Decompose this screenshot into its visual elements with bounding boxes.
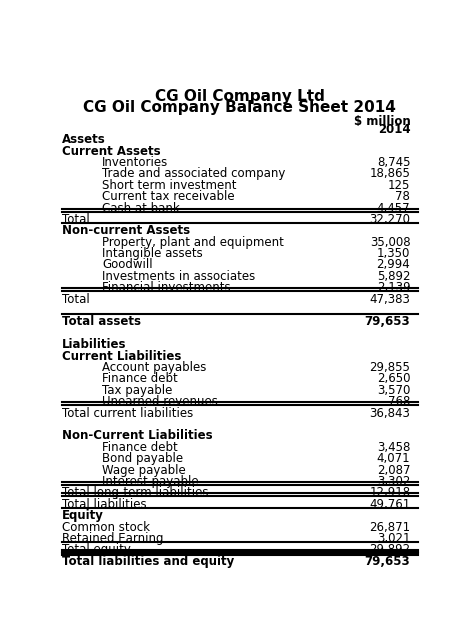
Text: Inventories: Inventories <box>102 156 168 169</box>
Text: Equity: Equity <box>62 509 104 522</box>
Text: Non-Current Liabilities: Non-Current Liabilities <box>62 429 213 442</box>
Text: Financial investments: Financial investments <box>102 281 231 295</box>
Text: Finance debt: Finance debt <box>102 441 178 454</box>
Text: $ million: $ million <box>353 115 410 128</box>
Text: Total equity: Total equity <box>62 543 131 557</box>
Text: 79,653: 79,653 <box>365 316 410 328</box>
Text: 125: 125 <box>388 179 410 192</box>
Text: Unearned revenues: Unearned revenues <box>102 396 218 408</box>
Text: Finance debt: Finance debt <box>102 373 178 385</box>
Text: 3,458: 3,458 <box>377 441 410 454</box>
Text: Total liabilities and equity: Total liabilities and equity <box>62 555 234 567</box>
Text: 2,650: 2,650 <box>377 373 410 385</box>
Text: CG Oil Company Balance Sheet 2014: CG Oil Company Balance Sheet 2014 <box>83 100 396 115</box>
Text: 26,871: 26,871 <box>369 521 410 534</box>
Text: 36,843: 36,843 <box>369 406 410 420</box>
Text: Liabilities: Liabilities <box>62 338 127 351</box>
Text: 4,457: 4,457 <box>377 201 410 215</box>
Text: 1,350: 1,350 <box>377 247 410 260</box>
Text: Trade and associated company: Trade and associated company <box>102 167 285 180</box>
Text: Wage payable: Wage payable <box>102 463 186 477</box>
Text: Short term investment: Short term investment <box>102 179 236 192</box>
Text: 47,383: 47,383 <box>369 293 410 305</box>
Text: 768: 768 <box>388 396 410 408</box>
Text: 2,994: 2,994 <box>377 259 410 272</box>
Text: 8,745: 8,745 <box>377 156 410 169</box>
Text: 29,892: 29,892 <box>369 543 410 557</box>
Text: 3,021: 3,021 <box>377 532 410 545</box>
Text: 12,918: 12,918 <box>369 486 410 500</box>
Text: 18,865: 18,865 <box>369 167 410 180</box>
Text: 3,302: 3,302 <box>377 475 410 488</box>
Text: 29,855: 29,855 <box>369 361 410 374</box>
Text: Bond payable: Bond payable <box>102 452 183 465</box>
Text: Property, plant and equipment: Property, plant and equipment <box>102 236 284 249</box>
Text: Goodwill: Goodwill <box>102 259 153 272</box>
Text: Common stock: Common stock <box>62 521 150 534</box>
Text: 49,761: 49,761 <box>369 498 410 511</box>
Text: Total: Total <box>62 293 90 305</box>
Text: Account payables: Account payables <box>102 361 206 374</box>
Text: Total current liabilities: Total current liabilities <box>62 406 193 420</box>
Text: 4,071: 4,071 <box>377 452 410 465</box>
Text: Investments in associates: Investments in associates <box>102 270 255 283</box>
Text: Intangible assets: Intangible assets <box>102 247 203 260</box>
Text: 79,653: 79,653 <box>365 555 410 567</box>
Text: 35,008: 35,008 <box>370 236 410 249</box>
Text: Current tax receivable: Current tax receivable <box>102 190 234 203</box>
Text: Interest payable: Interest payable <box>102 475 198 488</box>
Text: 78: 78 <box>395 190 410 203</box>
Text: Tax payable: Tax payable <box>102 384 172 397</box>
Text: CG Oil Company Ltd: CG Oil Company Ltd <box>155 89 325 104</box>
Text: 32,270: 32,270 <box>369 213 410 226</box>
Text: 2014: 2014 <box>378 123 410 136</box>
Text: 3,570: 3,570 <box>377 384 410 397</box>
Text: Current Assets: Current Assets <box>62 144 161 158</box>
Text: 2,139: 2,139 <box>377 281 410 295</box>
Text: Assets: Assets <box>62 133 106 146</box>
Text: Cash at bank: Cash at bank <box>102 201 180 215</box>
Text: Total: Total <box>62 213 90 226</box>
Text: Retained Earning: Retained Earning <box>62 532 164 545</box>
Text: 5,892: 5,892 <box>377 270 410 283</box>
Text: Total assets: Total assets <box>62 316 141 328</box>
Text: 2,087: 2,087 <box>377 463 410 477</box>
Text: Current Liabilities: Current Liabilities <box>62 350 182 363</box>
Text: Total liabilities: Total liabilities <box>62 498 147 511</box>
Text: Total long-term liabilities: Total long-term liabilities <box>62 486 209 500</box>
Text: Non-current Assets: Non-current Assets <box>62 224 190 237</box>
